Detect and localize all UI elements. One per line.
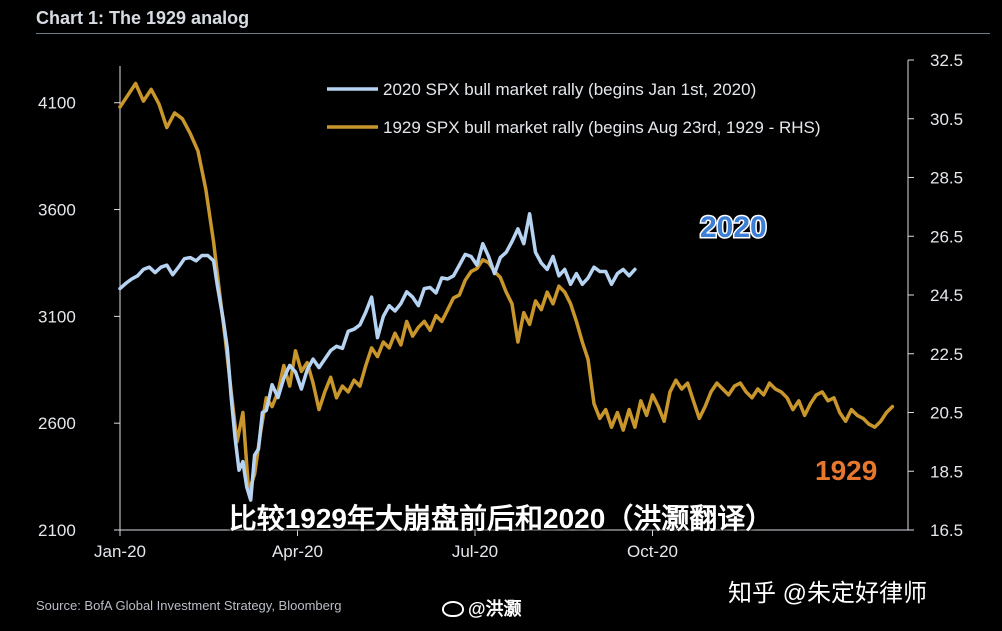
right-tick-label: 18.5 — [930, 462, 963, 481]
x-tick-label: Apr-20 — [272, 542, 323, 561]
overlay-caption: 比较1929年大崩盘前后和2020（洪灏翻译） — [228, 503, 774, 534]
right-tick-label: 30.5 — [930, 110, 963, 129]
weibo-watermark-text: @洪灏 — [468, 599, 522, 619]
source-note: Source: BofA Global Investment Strategy,… — [36, 598, 342, 613]
end-label-1929: 1929 — [815, 455, 877, 486]
weibo-icon — [442, 601, 464, 617]
left-tick-label: 4100 — [38, 94, 76, 113]
right-tick-label: 28.5 — [930, 169, 963, 188]
title-rule — [36, 33, 990, 34]
legend: 2020 SPX bull market rally (begins Jan 1… — [327, 80, 821, 137]
x-tick-label: Oct-20 — [627, 542, 678, 561]
right-tick-label: 26.5 — [930, 227, 963, 246]
zhihu-watermark: 知乎 @朱定好律师 — [728, 580, 928, 607]
x-tick-label: Jul-20 — [452, 542, 498, 561]
left-tick-label: 2600 — [38, 414, 76, 433]
series-line-2020 — [118, 212, 637, 502]
right-tick-label: 22.5 — [930, 345, 963, 364]
chart-title: Chart 1: The 1929 analog — [36, 8, 250, 28]
right-tick-label: 32.5 — [930, 51, 963, 70]
left-tick-label: 3600 — [38, 201, 76, 220]
end-label-2020: 2020 — [700, 211, 767, 244]
series-lines — [118, 81, 895, 502]
legend-label-1929: 1929 SPX bull market rally (begins Aug 2… — [383, 118, 821, 137]
weibo-watermark: @洪灏 — [442, 595, 522, 621]
legend-label-2020: 2020 SPX bull market rally (begins Jan 1… — [383, 80, 756, 99]
right-tick-label: 16.5 — [930, 521, 963, 540]
x-tick-label: Jan-20 — [94, 542, 146, 561]
right-tick-label: 20.5 — [930, 404, 963, 423]
axes: 2100 2600 3100 3600 4100 16.5 18.5 20.5 22.5 24.5… — [38, 51, 963, 561]
left-tick-label: 3100 — [38, 307, 76, 326]
right-tick-label: 24.5 — [930, 286, 963, 305]
left-tick-label: 2100 — [38, 521, 76, 540]
